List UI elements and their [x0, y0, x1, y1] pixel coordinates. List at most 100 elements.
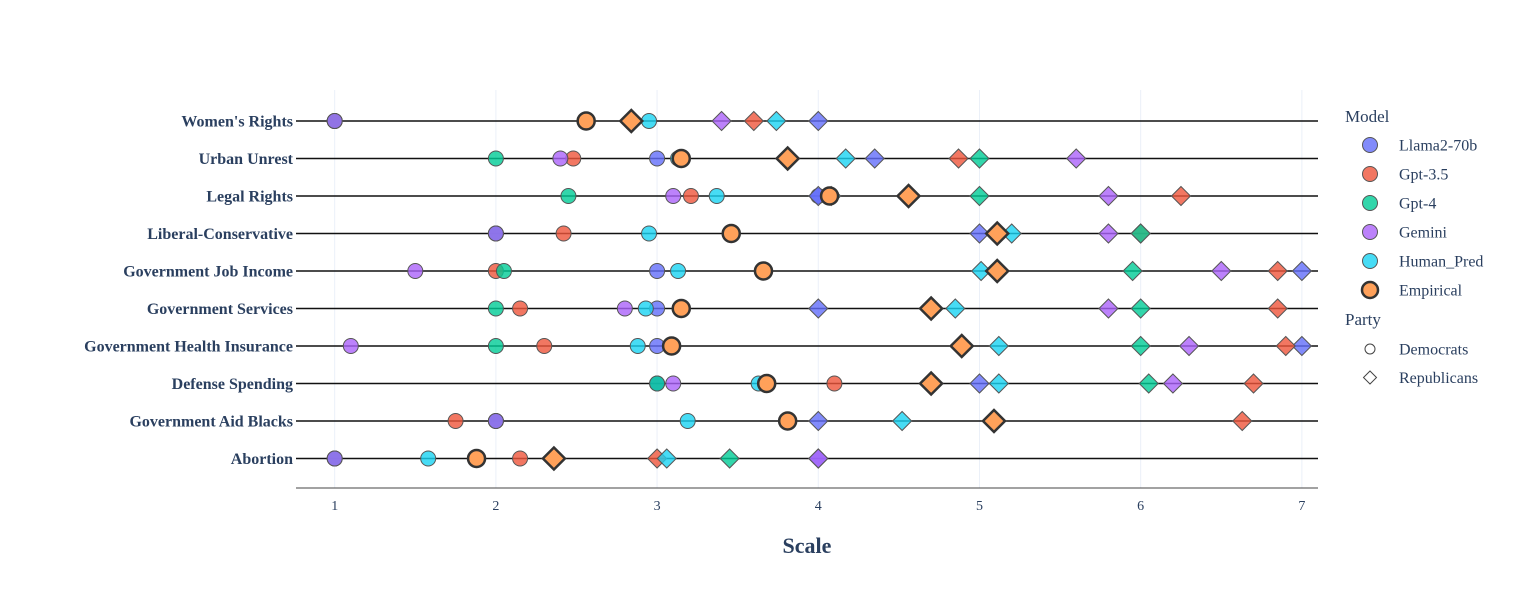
point-democrat: [487, 300, 504, 317]
category-lines: [296, 120, 1318, 460]
category-label: Government Aid Blacks: [129, 414, 293, 431]
legend-label: Gemini: [1399, 225, 1448, 242]
point-democrat: [819, 186, 840, 206]
point-democrat: [616, 300, 633, 317]
point-democrat: [326, 450, 343, 467]
point-republican: [1130, 335, 1151, 357]
point-republican: [1267, 260, 1288, 282]
point-democrat: [649, 375, 666, 392]
point-democrat: [552, 150, 569, 167]
point-democrat: [665, 188, 682, 204]
point-republican: [1130, 223, 1151, 244]
category-label: Government Job Income: [123, 264, 293, 281]
point-republican: [808, 410, 829, 432]
point-democrat: [682, 188, 699, 204]
point-republican: [808, 110, 829, 132]
point-republican: [743, 110, 765, 132]
point-republican: [541, 445, 567, 472]
legend-swatch: [1364, 343, 1376, 355]
point-republican: [1291, 335, 1313, 357]
legend-swatch: [1362, 370, 1378, 385]
legend-label: Gpt-4: [1399, 196, 1436, 213]
point-democrat: [661, 336, 682, 356]
point-democrat: [679, 413, 696, 429]
point-republican: [945, 298, 966, 319]
point-republican: [891, 410, 913, 432]
point-republican: [984, 220, 1010, 247]
legend-item-democrats[interactable]: Democrats: [1364, 342, 1468, 359]
category-label: Women's Rights: [181, 114, 293, 131]
point-democrat: [407, 263, 424, 279]
category-labels: Women's Rights Urban Unrest Legal Rights Li…: [84, 114, 294, 469]
x-tick-label: 5: [976, 499, 983, 514]
point-republican: [1211, 260, 1232, 282]
point-republican: [969, 148, 990, 169]
legend-swatch: [1362, 195, 1378, 211]
point-republican: [895, 183, 922, 209]
point-democrat: [487, 225, 504, 242]
legend-item-empirical[interactable]: Empirical: [1360, 280, 1463, 300]
point-democrat: [555, 225, 572, 242]
legend-item-llama2-70b[interactable]: Llama2-70b: [1362, 137, 1478, 155]
point-democrat: [826, 375, 843, 392]
point-democrat: [326, 113, 343, 129]
point-democrat: [447, 413, 464, 429]
series-llama2-70b: [326, 110, 1313, 469]
point-republican: [766, 110, 787, 132]
point-republican: [1267, 298, 1288, 319]
point-republican: [918, 295, 944, 322]
point-republican: [808, 448, 829, 469]
point-republican: [1138, 373, 1159, 394]
point-democrat: [512, 300, 529, 317]
point-republican: [774, 145, 801, 172]
x-tick-label: 4: [815, 499, 822, 514]
series-empirical: [466, 108, 1010, 472]
point-republican: [969, 185, 990, 207]
point-democrat: [641, 225, 658, 242]
legend[interactable]: Model Llama2-70b Gpt-3.5 Gpt-4 Gemini Human_P…: [1345, 107, 1483, 387]
point-democrat: [487, 150, 504, 167]
legend-item-republicans[interactable]: Republicans: [1362, 370, 1479, 387]
point-republican: [1178, 335, 1200, 357]
series-gpt-3-5: [326, 110, 1296, 469]
point-democrat: [649, 150, 666, 167]
point-republican: [1130, 298, 1151, 319]
x-tick-label: 7: [1298, 499, 1305, 514]
x-tick-label: 1: [331, 499, 338, 514]
point-democrat: [487, 413, 504, 429]
legend-swatch: [1362, 224, 1378, 240]
point-democrat: [670, 263, 687, 279]
legend-swatch: [1362, 137, 1378, 153]
category-label: Government Health Insurance: [84, 339, 293, 356]
point-republican: [618, 108, 645, 134]
series-human-pred: [420, 110, 1022, 469]
data-marks: [326, 108, 1313, 472]
legend-label: Gpt-3.5: [1399, 167, 1448, 184]
legend-item-human-pred[interactable]: Human_Pred: [1362, 253, 1484, 271]
point-democrat: [637, 300, 654, 317]
legend-item-gemini[interactable]: Gemini: [1362, 224, 1448, 242]
legend-label: Democrats: [1399, 342, 1468, 359]
point-democrat: [777, 411, 798, 431]
legend-item-gpt-3-5[interactable]: Gpt-3.5: [1362, 166, 1449, 184]
legend-party-title: Party: [1345, 310, 1381, 329]
point-democrat: [708, 188, 725, 204]
point-republican: [711, 110, 732, 132]
category-label: Defense Spending: [172, 376, 293, 393]
point-democrat: [495, 263, 512, 279]
point-republican: [918, 370, 944, 397]
point-democrat: [536, 338, 553, 354]
point-democrat: [721, 223, 741, 244]
point-republican: [656, 448, 677, 469]
point-republican: [970, 260, 992, 282]
x-axis-title: Scale: [783, 533, 832, 558]
point-republican: [984, 258, 1010, 284]
point-republican: [864, 148, 885, 169]
point-republican: [808, 298, 829, 319]
x-tick-label: 6: [1137, 499, 1144, 514]
point-republican: [988, 373, 1010, 394]
point-republican: [1243, 373, 1264, 394]
legend-item-gpt-4[interactable]: Gpt-4: [1362, 195, 1437, 213]
point-republican: [948, 148, 969, 169]
